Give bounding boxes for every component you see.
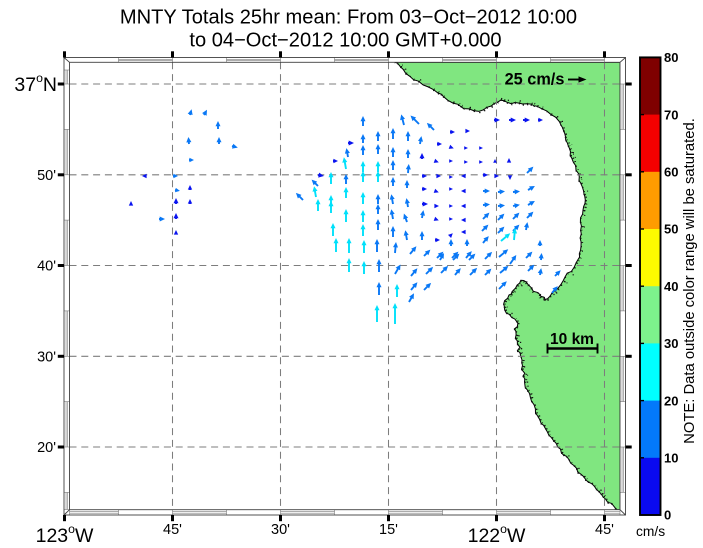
svg-text:cm/s: cm/s (636, 524, 665, 539)
svg-text:45': 45' (163, 522, 182, 538)
svg-text:30': 30' (37, 350, 56, 366)
svg-text:20: 20 (664, 393, 678, 408)
svg-text:20': 20' (37, 440, 56, 456)
svg-text:30: 30 (664, 336, 678, 351)
svg-text:25 cm/s: 25 cm/s (505, 71, 565, 89)
svg-text:37oN: 37oN (14, 71, 57, 96)
svg-text:to 04−Oct−2012 10:00 GMT+0.000: to 04−Oct−2012 10:00 GMT+0.000 (189, 30, 501, 52)
svg-text:10: 10 (664, 451, 678, 466)
svg-text:40: 40 (664, 279, 678, 294)
svg-text:50': 50' (37, 168, 56, 184)
svg-text:40': 40' (37, 259, 56, 275)
svg-text:70: 70 (664, 107, 678, 122)
svg-text:30': 30' (271, 522, 290, 538)
svg-text:50: 50 (664, 222, 678, 237)
svg-text:MNTY Totals 25hr mean: From 03: MNTY Totals 25hr mean: From 03−Oct−2012 … (120, 7, 577, 29)
svg-text:NOTE: Data outside color range: NOTE: Data outside color range will be s… (682, 118, 698, 444)
svg-text:122oW: 122oW (468, 522, 526, 547)
svg-text:123oW: 123oW (36, 522, 94, 547)
svg-text:15': 15' (379, 522, 398, 538)
svg-text:80: 80 (664, 50, 678, 65)
svg-text:0: 0 (664, 508, 671, 523)
svg-text:60: 60 (664, 165, 678, 180)
svg-text:10 km: 10 km (550, 331, 594, 348)
svg-text:45': 45' (595, 522, 614, 538)
